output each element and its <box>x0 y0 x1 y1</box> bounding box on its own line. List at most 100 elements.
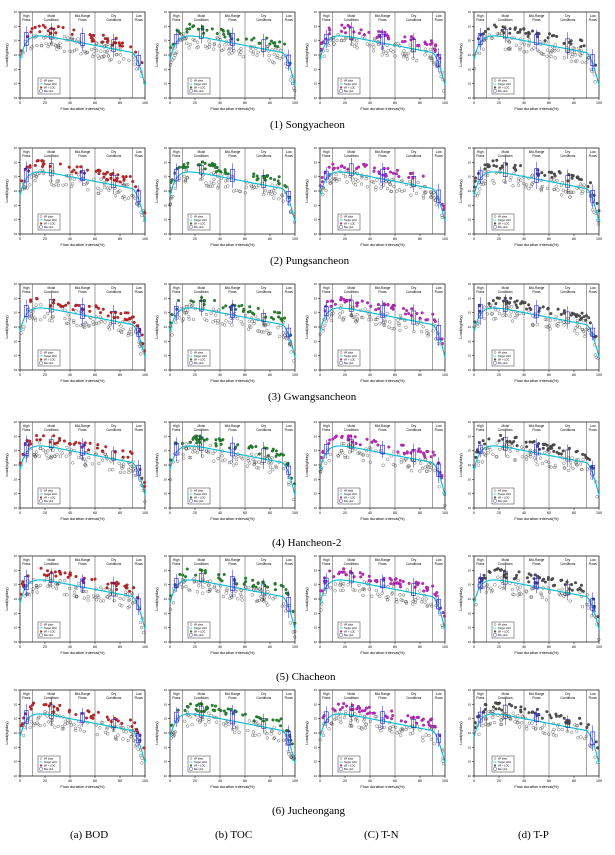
exceed-point <box>499 568 503 572</box>
zone-label: Conditions <box>256 290 271 294</box>
exceed-point <box>588 458 592 462</box>
exceed-point <box>203 569 207 573</box>
y-tick-label: 10 <box>164 146 168 150</box>
exceed-point <box>429 39 433 43</box>
observed-point <box>553 56 557 60</box>
zone-label: Conditions <box>344 428 359 432</box>
observed-point <box>210 184 214 188</box>
exceed-point <box>377 307 381 311</box>
zone-label: Low <box>136 424 143 428</box>
zone-label: Moist <box>197 14 205 18</box>
observed-point <box>483 179 487 183</box>
observed-point <box>498 170 502 174</box>
exceed-point <box>226 29 230 33</box>
observed-point <box>355 46 359 50</box>
exceed-point <box>169 46 173 50</box>
observed-point <box>551 730 555 734</box>
zone-label: Flows <box>135 428 144 432</box>
legend-label: WI data <box>344 215 353 219</box>
observed-point <box>536 48 540 52</box>
observed-point <box>368 719 373 723</box>
y-tick-label: 10 <box>314 311 318 315</box>
zone-label: High <box>23 424 30 428</box>
legend-symbol <box>339 623 343 626</box>
exceed-point <box>280 319 284 323</box>
x-tick-label: 80 <box>118 237 122 241</box>
legend-label: Target LDC <box>498 354 511 358</box>
observed-point <box>512 458 516 462</box>
y-axis-title: Load(kg/day) <box>458 43 463 67</box>
legend-label: WI > LDC <box>498 86 509 90</box>
observed-point <box>578 590 582 594</box>
exceed-point <box>519 705 523 709</box>
exceed-point <box>251 578 255 582</box>
observed-point <box>56 43 60 47</box>
x-axis-title: Flow duration interval(%) <box>60 784 105 789</box>
observed-point <box>267 595 272 599</box>
observed-point <box>364 722 368 726</box>
observed-point <box>52 184 56 188</box>
zone-label: Moist <box>501 558 509 562</box>
y-tick-label: 10 <box>164 774 168 778</box>
observed-point <box>556 48 560 52</box>
zone-label: Conditions <box>560 154 575 158</box>
exceed-point <box>251 311 255 315</box>
legend-label: Target LDC <box>194 626 207 630</box>
exceed-point <box>515 306 519 310</box>
observed-point <box>29 312 33 316</box>
exceed-point <box>74 440 78 444</box>
box-plot <box>411 176 417 188</box>
exceed-point <box>329 299 333 303</box>
observed-point <box>263 189 268 193</box>
observed-point <box>266 322 270 326</box>
observed-point <box>573 53 577 57</box>
observed-point <box>268 465 273 469</box>
box-plot <box>23 167 29 183</box>
observed-point <box>257 329 261 333</box>
exceed-point <box>217 437 221 441</box>
x-tick-label: 100 <box>142 373 148 377</box>
observed-point <box>293 88 297 93</box>
zone-label: Flows <box>285 290 294 294</box>
observed-point <box>392 327 396 331</box>
observed-point <box>49 456 53 460</box>
observed-point <box>431 190 436 195</box>
observed-point <box>543 731 547 736</box>
observed-point <box>504 313 508 317</box>
x-tick-label: 0 <box>169 645 171 649</box>
observed-point <box>293 630 297 634</box>
exceed-point <box>531 710 535 714</box>
x-tick-label: 20 <box>193 645 197 649</box>
observed-point <box>99 320 103 324</box>
exceed-point <box>125 586 129 590</box>
observed-point <box>86 598 90 602</box>
observed-point <box>367 587 371 591</box>
ldc-panel-1-ct-n: HighFlowsMoistConditionsMid-RangeFlowsDr… <box>304 10 448 111</box>
x-tick-label: 20 <box>497 779 501 783</box>
observed-point <box>30 590 35 594</box>
observed-point <box>250 319 254 323</box>
observed-point <box>64 183 68 187</box>
observed-point <box>395 600 399 604</box>
box-plot <box>323 34 329 45</box>
exceed-point <box>396 450 400 454</box>
y-tick-label: 10 <box>164 339 168 343</box>
exceed-point <box>570 176 574 180</box>
zone-label: Moist <box>47 692 55 696</box>
observed-point <box>62 593 66 597</box>
observed-point <box>336 454 341 458</box>
y-tick-label: 10 <box>14 611 18 615</box>
y-tick-label: 10 <box>14 774 18 778</box>
observed-point <box>22 733 26 737</box>
observed-point <box>341 584 345 588</box>
observed-point <box>339 588 343 592</box>
observed-point <box>423 53 427 57</box>
legend-label: Box plot <box>194 767 204 771</box>
observed-point <box>29 720 33 724</box>
observed-point <box>486 587 490 591</box>
exceed-point <box>204 707 208 711</box>
exceed-point <box>268 42 272 46</box>
exceed-point <box>328 569 332 573</box>
observed-point <box>102 55 106 59</box>
exceed-point <box>365 706 369 710</box>
